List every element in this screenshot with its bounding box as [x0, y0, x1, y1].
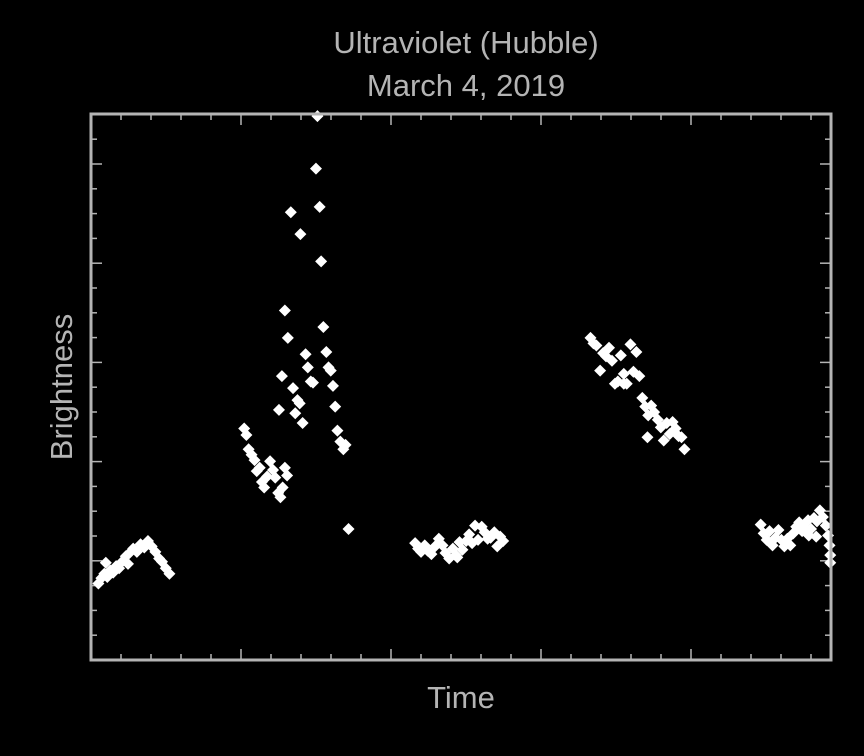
data-point: [802, 529, 815, 542]
data-point: [784, 539, 797, 552]
data-point: [633, 370, 646, 383]
data-point: [313, 200, 326, 213]
data-points: [92, 110, 837, 590]
data-point: [281, 469, 294, 482]
data-point: [605, 354, 618, 367]
data-point: [451, 551, 464, 564]
data-point: [657, 434, 670, 447]
data-point: [281, 331, 294, 344]
data-point: [342, 522, 355, 535]
data-point: [324, 364, 337, 377]
axis-ticks: [90, 114, 831, 660]
data-point: [296, 417, 309, 430]
data-point: [339, 438, 352, 451]
data-point: [99, 556, 112, 569]
data-point: [301, 361, 314, 374]
data-point: [274, 491, 287, 504]
data-point: [248, 454, 261, 467]
data-point: [269, 471, 282, 484]
data-point: [299, 348, 312, 361]
data-point: [472, 533, 485, 546]
data-point: [603, 341, 615, 354]
chart-title: Ultraviolet (Hubble): [333, 25, 598, 60]
data-point: [317, 320, 330, 333]
data-point: [819, 519, 832, 532]
data-point: [258, 481, 271, 494]
data-point: [456, 543, 469, 556]
data-point: [772, 524, 785, 537]
plot-frame: [89, 112, 833, 662]
data-point: [309, 162, 322, 175]
data-point: [678, 443, 691, 456]
data-point: [311, 110, 324, 123]
data-point: [253, 461, 266, 474]
data-point: [594, 364, 607, 377]
data-point: [284, 206, 297, 219]
data-point: [326, 379, 339, 392]
data-point: [315, 255, 328, 268]
data-point: [675, 431, 688, 444]
data-point: [307, 376, 319, 389]
data-point: [261, 470, 274, 483]
data-point: [272, 403, 285, 416]
data-point: [617, 377, 630, 390]
data-point: [329, 400, 342, 413]
data-point: [810, 530, 823, 543]
data-point: [497, 534, 510, 547]
data-point: [763, 525, 776, 538]
data-point: [320, 346, 333, 359]
data-point: [163, 567, 176, 580]
data-point: [275, 370, 288, 383]
data-point: [122, 557, 134, 570]
x-axis-label: Time: [427, 680, 495, 715]
data-point: [240, 429, 253, 442]
data-point: [624, 338, 637, 351]
data-point: [617, 367, 630, 380]
data-point: [289, 407, 302, 420]
y-axis-label: Brightness: [44, 314, 79, 460]
data-point: [590, 339, 603, 352]
data-point: [331, 424, 344, 437]
data-point: [278, 304, 291, 317]
data-point: [614, 349, 627, 362]
data-point: [641, 431, 654, 444]
data-point: [630, 346, 643, 359]
data-point: [293, 397, 306, 410]
data-point: [287, 382, 300, 395]
data-point: [294, 228, 307, 241]
chart-subtitle: March 4, 2019: [367, 68, 565, 103]
data-point: [276, 481, 289, 494]
